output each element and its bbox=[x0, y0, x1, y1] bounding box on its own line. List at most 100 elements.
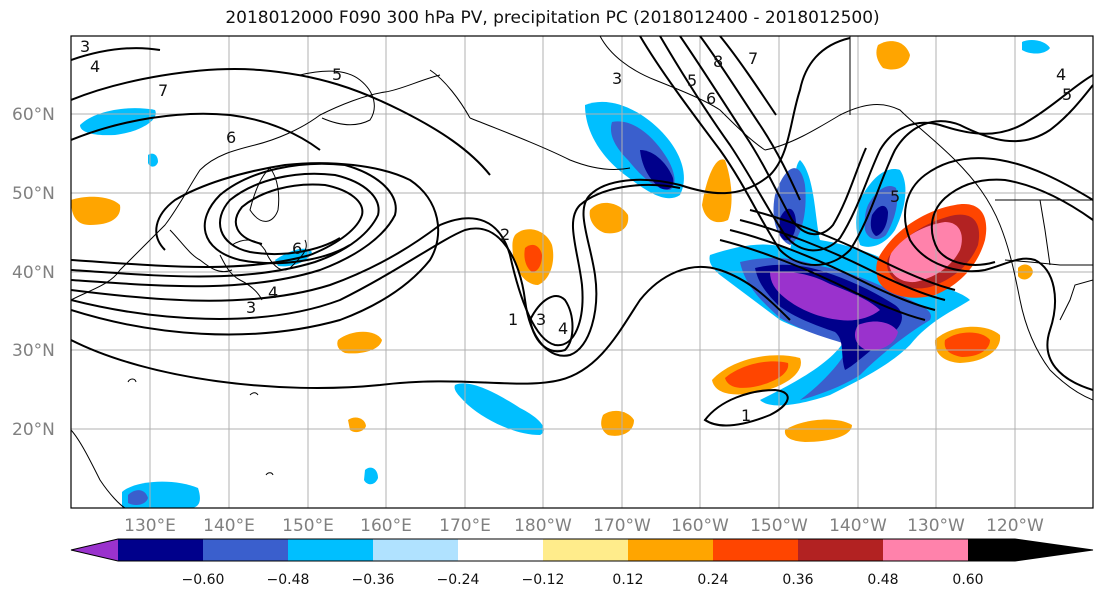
contour-jet-3 bbox=[71, 183, 364, 268]
negative-precip-top-right bbox=[1022, 40, 1050, 54]
graticule bbox=[71, 36, 1093, 508]
lon-label: 130°W bbox=[907, 516, 965, 536]
contour-trough-2 bbox=[659, 36, 1093, 252]
colorbar-tick-label: −0.24 bbox=[437, 572, 480, 588]
lon-label: 140°E bbox=[203, 516, 255, 536]
positive-precip-west bbox=[71, 196, 121, 225]
contour-south-1 bbox=[703, 388, 789, 427]
colorbar-segment bbox=[118, 539, 203, 561]
contour-3-loop bbox=[528, 295, 574, 353]
contour-jet-2 bbox=[71, 172, 380, 278]
positive-precip-25n-155w-core bbox=[725, 361, 789, 388]
negative-precip-main-purple bbox=[770, 271, 880, 321]
latitude-labels: 60°N 50°N 40°N 30°N 20°N bbox=[12, 105, 55, 440]
contour-label: 5 bbox=[332, 65, 342, 84]
contour-label: 3 bbox=[612, 69, 622, 88]
colorbar-outline bbox=[70, 538, 1094, 562]
colorbar-tick-label: 0.12 bbox=[612, 572, 643, 588]
positive-precip-dateline-core bbox=[524, 244, 542, 272]
contour-label: 1 bbox=[508, 310, 518, 329]
contour-diagonal-3 bbox=[739, 219, 946, 301]
contour-label: 4 bbox=[558, 319, 568, 338]
lon-label: 180°W bbox=[514, 516, 572, 536]
positive-precip-27n-150e bbox=[337, 331, 382, 354]
lon-label: 120°W bbox=[986, 516, 1044, 536]
map-title: 2018012000 F090 300 hPa PV, precipitatio… bbox=[225, 8, 880, 28]
negative-precip-bc-coast-navy bbox=[870, 205, 888, 236]
lat-label: 50°N bbox=[12, 184, 55, 204]
colorbar-segment bbox=[798, 539, 883, 561]
contour-4 bbox=[71, 162, 440, 336]
lon-label: 170°W bbox=[593, 516, 651, 536]
pv-contours bbox=[71, 36, 1093, 427]
contour-label: 5 bbox=[890, 187, 900, 206]
colorbar-extend-high bbox=[968, 539, 1093, 561]
colorbar-segment bbox=[373, 539, 458, 561]
lat-label: 60°N bbox=[12, 105, 55, 125]
lat-label: 40°N bbox=[12, 263, 55, 283]
colorbar-segment bbox=[883, 539, 968, 561]
contour-6 bbox=[71, 112, 321, 151]
contour-label: 3 bbox=[536, 310, 546, 329]
colorbar-tick-label: −0.12 bbox=[522, 572, 565, 588]
contour-label: 8 bbox=[713, 52, 723, 71]
contour-trough-4 bbox=[699, 36, 801, 201]
colorbar-tick-label: 0.48 bbox=[867, 572, 898, 588]
colorbar-segment bbox=[628, 539, 713, 561]
contour-label: 3 bbox=[246, 298, 256, 317]
positive-precip-20n-150e bbox=[348, 417, 366, 433]
longitude-labels: 130°E 140°E 150°E 160°E 170°E 180°W 170°… bbox=[124, 516, 1044, 536]
contour-subtropic bbox=[71, 265, 791, 389]
lon-label: 130°E bbox=[124, 516, 176, 536]
contour-7 bbox=[71, 47, 161, 61]
lon-label: 150°W bbox=[750, 516, 808, 536]
positive-precip-20n-145w bbox=[784, 419, 852, 442]
colorbar-tick-label: 0.36 bbox=[782, 572, 813, 588]
contour-trough-5 bbox=[719, 36, 777, 116]
colorbar: −0.60 −0.48 −0.36 −0.24 −0.12 0.12 0.24 … bbox=[70, 538, 1094, 588]
contour-diagonal-1 bbox=[719, 239, 926, 321]
positive-precip-north-ak bbox=[876, 41, 910, 70]
contour-label: 4 bbox=[90, 57, 100, 76]
lon-label: 160°W bbox=[671, 516, 729, 536]
colorbar-segment bbox=[713, 539, 798, 561]
lat-label: 30°N bbox=[12, 341, 55, 361]
colorbar-tick-label: −0.48 bbox=[267, 572, 310, 588]
contour-label: 6 bbox=[706, 89, 716, 108]
contour-trough-3 bbox=[679, 36, 867, 236]
colorbar-tick-label: 0.24 bbox=[697, 572, 728, 588]
colorbar-tick-label: −0.36 bbox=[352, 572, 395, 588]
negative-precip-kamchatka bbox=[80, 108, 156, 136]
lon-label: 150°E bbox=[282, 516, 334, 536]
positive-precip-30n-130w-core bbox=[944, 332, 990, 357]
contour-label: 7 bbox=[748, 49, 758, 68]
contour-5 bbox=[71, 68, 491, 176]
contour-diagonal-2 bbox=[729, 229, 936, 311]
colorbar-tick-label: −0.60 bbox=[182, 572, 225, 588]
colorbar-segment bbox=[203, 539, 288, 561]
contour-2 bbox=[71, 183, 681, 347]
contour-label: 3 bbox=[80, 37, 90, 56]
contour-diagonal-4 bbox=[749, 209, 956, 291]
negative-precip-sw-core bbox=[128, 490, 148, 506]
contour-label: 4 bbox=[1056, 65, 1066, 84]
negative-precip-main-purple2 bbox=[854, 321, 898, 351]
colorbar-extend-low bbox=[71, 539, 118, 561]
contour-labels: 3 4 5 7 6 6 3 4 2 1 3 4 3 8 7 6 5 4 5 5 … bbox=[80, 37, 1072, 425]
lat-label: 20°N bbox=[12, 420, 55, 440]
positive-precip-160w bbox=[702, 159, 732, 223]
contour-label: 5 bbox=[687, 71, 697, 90]
contour-label: 1 bbox=[741, 406, 751, 425]
colorbar-segment bbox=[458, 539, 543, 561]
colorbar-tick-label: 0.60 bbox=[952, 572, 983, 588]
negative-precip-155e-12n bbox=[364, 467, 378, 485]
lon-label: 160°E bbox=[360, 516, 412, 536]
map-frame bbox=[70, 35, 1094, 509]
contour-label: 6 bbox=[292, 239, 302, 258]
contour-label: 6 bbox=[226, 128, 236, 147]
contour-1-west bbox=[71, 37, 851, 357]
contour-label: 2 bbox=[500, 225, 510, 244]
negative-precip-22n-175w bbox=[454, 383, 544, 435]
positive-precip-170w bbox=[589, 202, 629, 234]
